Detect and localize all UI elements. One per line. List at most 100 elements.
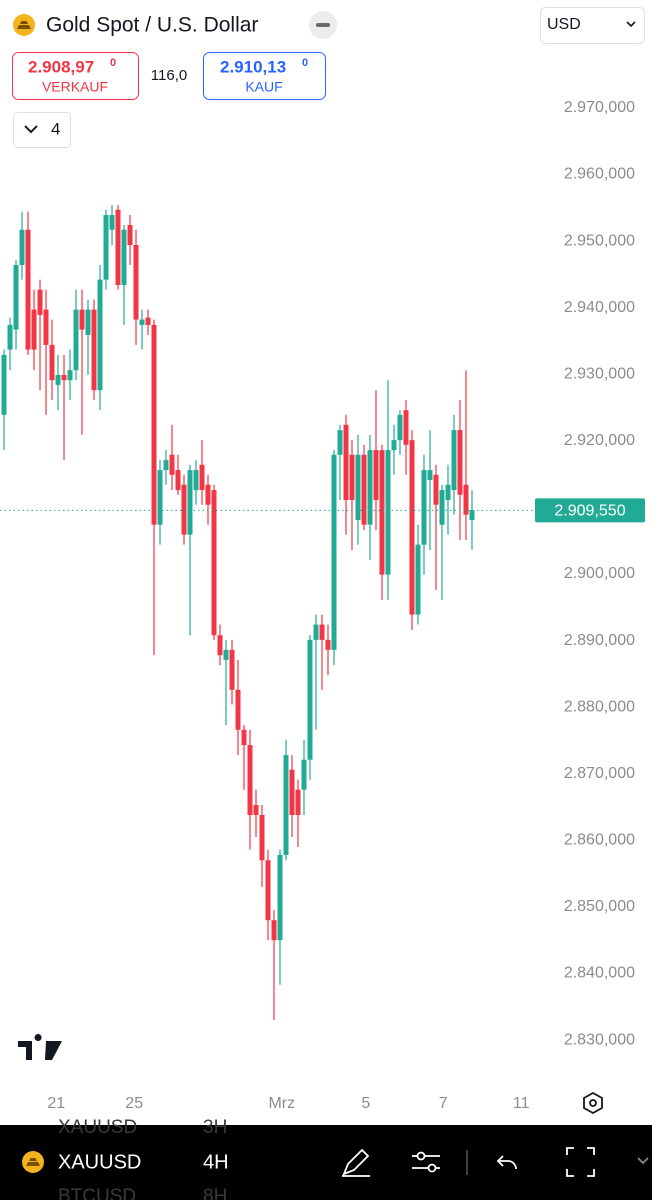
candle-body: [265, 860, 271, 921]
settings-icon[interactable]: [583, 1091, 603, 1115]
candle-body: [211, 490, 217, 636]
candle-body: [55, 374, 61, 385]
candle-body: [19, 229, 25, 266]
chevron: [24, 125, 38, 134]
candle-body: [271, 920, 277, 941]
toolbar-bg: [0, 1125, 652, 1200]
candle-body: [361, 454, 367, 525]
candle-body: [379, 450, 385, 575]
candle-body: [223, 649, 229, 660]
chart: 2.830,000 2.840,000 2.850,000 2.860,000 2.87…: [0, 99, 645, 1112]
indicators-button[interactable]: [13, 112, 71, 148]
candle-body: [91, 309, 97, 391]
x-tick-label: 25: [125, 1095, 143, 1112]
x-tick-label: Mrz: [268, 1095, 295, 1112]
x-tick-label: 11: [513, 1095, 530, 1112]
candle-body: [199, 464, 205, 491]
prev-interval: 3H: [203, 1117, 227, 1138]
candle-body: [157, 470, 163, 525]
candle-body: [463, 484, 469, 515]
candle-body: [253, 805, 259, 815]
tv-logo: [18, 1034, 62, 1060]
sell-price: 2.908,97: [28, 57, 94, 76]
y-tick-label: 2.860,000: [564, 832, 635, 849]
y-tick-label: 2.920,000: [564, 432, 635, 449]
candle-body: [451, 430, 457, 491]
hexagon: [583, 1091, 603, 1115]
candle-body: [235, 689, 241, 730]
candle-body: [295, 789, 301, 815]
candle-body: [133, 245, 139, 320]
candle-body: [403, 410, 409, 445]
candle-body: [187, 470, 193, 535]
candle-body: [427, 470, 433, 481]
y-tick-label: 2.930,000: [564, 365, 635, 382]
candle-body: [283, 755, 289, 855]
currency-select[interactable]: [540, 7, 645, 44]
candle-body: [415, 544, 421, 615]
x-tick-label: 7: [439, 1095, 448, 1112]
draw-icon[interactable]: [342, 1148, 370, 1177]
candle-body: [43, 309, 49, 345]
minus-icon: [316, 23, 330, 27]
indicators-count: 4: [51, 119, 60, 138]
gold-bars: [26, 1158, 40, 1166]
fullscreen-icon[interactable]: [566, 1147, 595, 1177]
candle-body: [37, 289, 43, 315]
candle-body: [241, 729, 247, 746]
candle-body: [349, 454, 355, 501]
undo-icon[interactable]: [496, 1155, 517, 1170]
candle-body: [457, 430, 463, 495]
slider-knob: [416, 1151, 426, 1161]
candle-body: [205, 484, 211, 505]
candle-body: [13, 265, 19, 330]
candle-body: [247, 745, 253, 815]
gold-bars: [17, 21, 31, 29]
buy-button[interactable]: [203, 52, 326, 100]
y-tick-label: 2.840,000: [564, 965, 635, 982]
prev-symbol: XAUUSD: [58, 1117, 137, 1138]
candle-body: [325, 639, 331, 650]
y-tick-label: 2.970,000: [564, 99, 635, 116]
sell-superscript: 0: [110, 57, 116, 69]
x-tick-label: 21: [47, 1095, 65, 1112]
interval[interactable]: 4H: [203, 1151, 229, 1173]
candle-body: [277, 854, 283, 941]
toolbar: XAUUSD 3H BTCUSD 8H XAUUSD 4H: [0, 1117, 652, 1200]
candle-body: [103, 215, 109, 280]
candle-body: [193, 470, 199, 491]
candle-body: [259, 814, 265, 861]
sell-button[interactable]: [12, 52, 139, 100]
candle-body: [109, 215, 115, 230]
candle-body: [397, 414, 403, 441]
slider-knob: [427, 1163, 437, 1173]
title: Gold Spot / U.S. Dollar: [46, 14, 258, 37]
y-tick-label: 2.900,000: [564, 565, 635, 582]
y-tick-label: 2.830,000: [564, 1031, 635, 1048]
symbol[interactable]: XAUUSD: [58, 1151, 141, 1173]
candle-body: [97, 279, 103, 391]
next-interval: 8H: [203, 1186, 227, 1200]
candle-body: [313, 624, 319, 640]
candle-body: [331, 454, 337, 650]
buy-price: 2.910,13: [220, 57, 286, 76]
candle-body: [385, 450, 391, 575]
candle-body: [169, 454, 175, 475]
candle-body: [7, 324, 13, 350]
more-icon[interactable]: [637, 1157, 649, 1165]
candle-body: [229, 649, 235, 690]
candle-body: [367, 450, 373, 525]
candle-body: [67, 370, 73, 381]
candle-body: [289, 769, 295, 815]
candle-body: [73, 309, 79, 371]
candle-body: [355, 454, 361, 521]
buy-label: KAUF: [245, 79, 282, 95]
candle-body: [391, 440, 397, 451]
candle-body: [115, 209, 121, 285]
y-tick-label: 2.870,000: [564, 765, 635, 782]
spread: 116,0: [151, 67, 187, 84]
gear-hole: [589, 1099, 597, 1107]
y-tick-label: 2.880,000: [564, 698, 635, 715]
candle-body: [301, 759, 307, 790]
